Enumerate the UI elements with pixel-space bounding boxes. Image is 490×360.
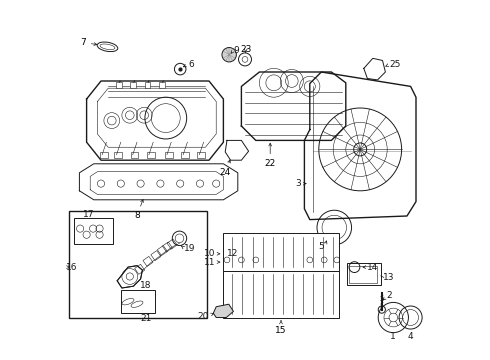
Text: 20: 20 — [197, 311, 209, 320]
Text: 14: 14 — [368, 263, 379, 271]
Bar — [223, 233, 339, 271]
Bar — [100, 152, 108, 158]
Bar — [121, 290, 155, 313]
Text: 11: 11 — [204, 258, 216, 266]
Bar — [130, 82, 136, 88]
Text: 12: 12 — [227, 249, 238, 258]
Bar — [159, 82, 165, 88]
Text: 6: 6 — [188, 60, 194, 69]
Text: 8: 8 — [134, 199, 144, 220]
Bar — [181, 152, 189, 158]
Text: 19: 19 — [184, 244, 196, 253]
Text: 4: 4 — [408, 332, 414, 341]
Text: 15: 15 — [275, 320, 287, 335]
Bar — [346, 263, 381, 285]
Polygon shape — [79, 164, 238, 200]
Bar — [143, 256, 153, 266]
Bar — [167, 239, 177, 249]
Bar — [223, 271, 339, 318]
Bar — [114, 152, 122, 158]
Text: 3: 3 — [295, 179, 301, 188]
Bar — [147, 152, 155, 158]
Text: 5: 5 — [318, 242, 324, 251]
Text: 17: 17 — [83, 210, 94, 219]
Bar — [69, 211, 207, 318]
Bar — [74, 218, 113, 244]
Text: 22: 22 — [265, 143, 276, 168]
Bar — [165, 152, 172, 158]
Bar — [162, 242, 172, 252]
Polygon shape — [87, 81, 223, 160]
Bar — [151, 251, 161, 261]
Circle shape — [222, 48, 236, 62]
Text: 18: 18 — [140, 281, 151, 289]
Bar — [116, 82, 122, 88]
Polygon shape — [364, 58, 386, 80]
Text: 1: 1 — [391, 332, 396, 341]
Text: 10: 10 — [204, 249, 216, 258]
Polygon shape — [304, 72, 416, 220]
Bar — [145, 82, 150, 88]
Polygon shape — [242, 72, 346, 140]
Bar — [135, 264, 145, 274]
Polygon shape — [213, 304, 233, 318]
Polygon shape — [225, 140, 248, 160]
Bar — [197, 152, 205, 158]
Text: 2: 2 — [386, 292, 392, 300]
Text: 24: 24 — [220, 160, 231, 177]
Text: 23: 23 — [240, 45, 251, 54]
Text: 21: 21 — [141, 314, 152, 323]
Polygon shape — [117, 266, 143, 288]
Text: 13: 13 — [383, 274, 394, 282]
Text: 9: 9 — [233, 46, 239, 55]
Text: 7: 7 — [80, 38, 97, 47]
Text: 25: 25 — [389, 60, 400, 69]
Bar — [157, 246, 168, 256]
Bar — [130, 152, 139, 158]
Bar — [349, 266, 377, 283]
Text: 16: 16 — [66, 263, 77, 271]
